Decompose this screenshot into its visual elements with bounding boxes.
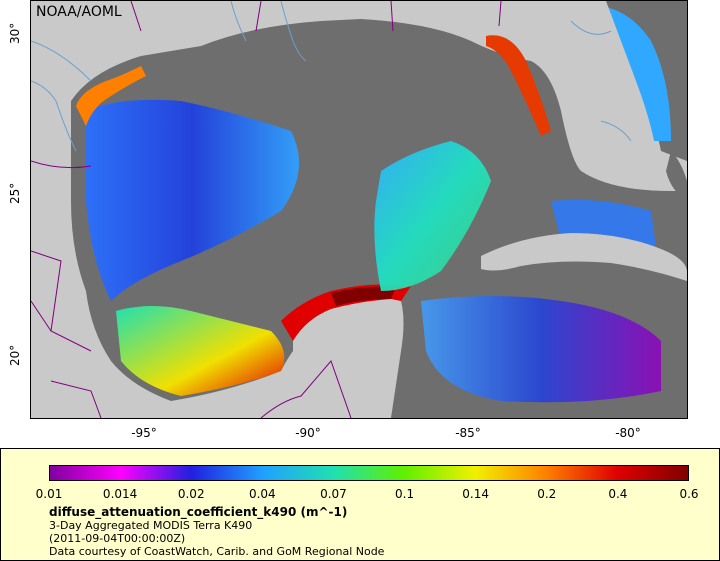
x-tick-label: -85° — [455, 426, 481, 440]
x-tick-label: -90° — [295, 426, 321, 440]
bahamas-shallows — [666, 151, 687, 201]
colorbar-tick-label: 0.014 — [102, 487, 138, 501]
x-tick-label: -95° — [131, 426, 157, 440]
mexico-us-border — [31, 160, 92, 169]
caribbean-data — [421, 296, 661, 403]
mexico-state-borders — [31, 250, 102, 418]
map-canvas[interactable] — [31, 1, 687, 418]
west-shelf-data — [86, 99, 299, 301]
colorbar-tick-label: 0.1 — [395, 487, 415, 501]
brazos-river — [31, 40, 92, 82]
colorbar-tick-label: 0.04 — [248, 487, 276, 501]
central-plume — [374, 141, 491, 291]
yucatan-dark-band — [331, 286, 396, 306]
florida-land — [526, 1, 656, 181]
map-credit: NOAA/AOML — [36, 4, 122, 20]
y-tick-label: 20° — [8, 344, 22, 366]
colorbar-tick-label: 0.4 — [608, 487, 628, 501]
campeche-data — [116, 306, 285, 396]
texas-coastal-edge — [76, 66, 146, 126]
rio-grande-river — [31, 80, 77, 152]
y-tick-label: 30° — [8, 22, 22, 44]
colorbar-tick-label: 0.2 — [537, 487, 557, 501]
florida-west-coast — [486, 35, 551, 136]
us-state-borders — [130, 1, 502, 32]
colorbar-tick-label: 0.02 — [177, 487, 205, 501]
x-tick-label: -80° — [615, 426, 641, 440]
colorbar — [49, 465, 689, 481]
legend-title: diffuse_attenuation_coefficient_k490 (m^… — [49, 505, 348, 519]
colorbar-tick-label: 0.01 — [35, 487, 63, 501]
legend-panel: 0.01 0.014 0.02 0.04 0.07 0.1 0.14 0.2 0.4 0.6 di… — [0, 448, 720, 561]
colorbar-tick-label: 0.14 — [462, 487, 490, 501]
y-tick-label: 25° — [8, 182, 22, 204]
legend-line3: Data courtesy of CoastWatch, Carib. and … — [49, 545, 385, 558]
cuba-land — [481, 233, 687, 281]
legend-line1: 3-Day Aggregated MODIS Terra K490 — [49, 519, 253, 532]
mississippi-river — [280, 1, 307, 62]
colorbar-tick-label: 0.6 — [679, 487, 699, 501]
yucatan-land — [293, 299, 404, 418]
colorbar-tick-label: 0.07 — [320, 487, 347, 501]
atchafalaya-river — [230, 1, 247, 42]
mexico-guatemala-border — [260, 360, 352, 418]
map-frame[interactable] — [30, 0, 688, 419]
legend-line2: (2011-09-04T00:00:00Z) — [49, 532, 186, 545]
florida-rivers — [570, 20, 632, 142]
